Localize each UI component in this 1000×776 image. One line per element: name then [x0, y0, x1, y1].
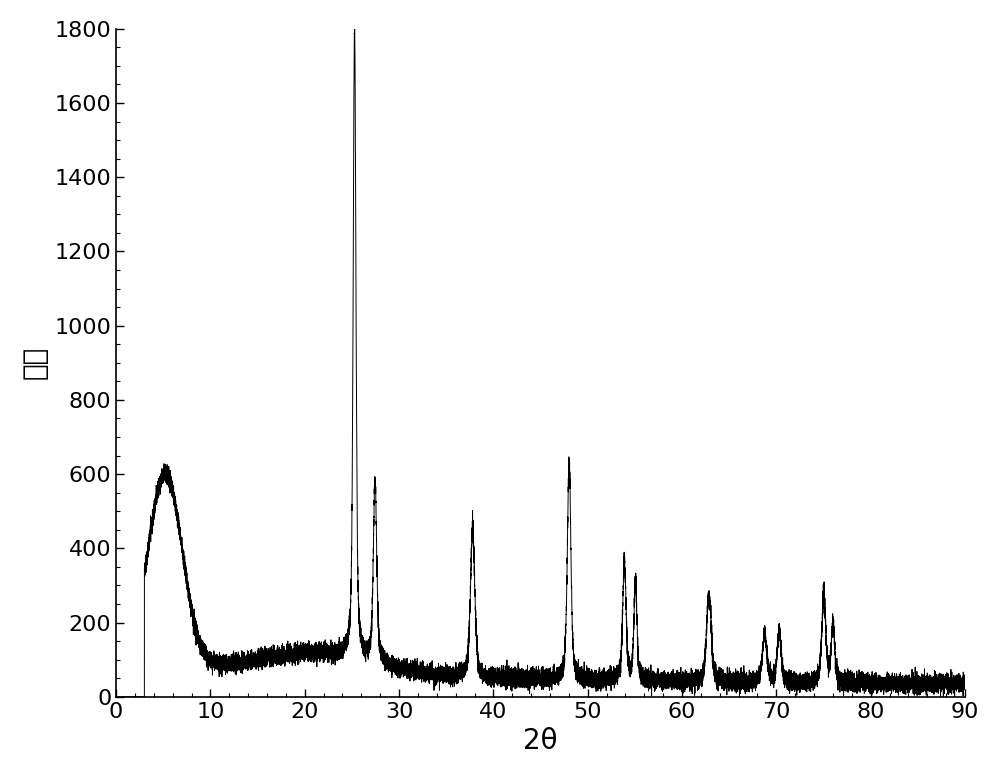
Y-axis label: 强度: 强度: [21, 346, 49, 379]
X-axis label: 2θ: 2θ: [523, 727, 558, 755]
